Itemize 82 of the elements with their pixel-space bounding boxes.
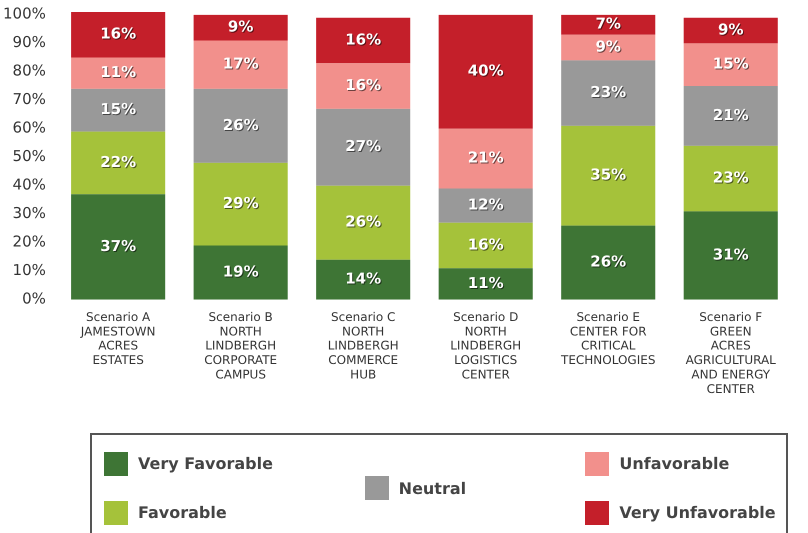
data-label: 27%: [345, 137, 382, 156]
bar: [71, 58, 166, 89]
bar: [438, 14, 533, 129]
data-label: 15%: [100, 100, 136, 118]
data-label: 14%: [345, 270, 382, 288]
legend-label: Favorable: [138, 503, 227, 522]
bar: [561, 60, 656, 126]
bar: [194, 88, 288, 163]
bar: [194, 245, 288, 300]
bar: [684, 43, 778, 86]
data-label: 35%: [590, 166, 626, 184]
y-tick-label: 0%: [22, 289, 46, 308]
x-tick-label: Scenario C NORTH LINDBERGH COMMERCE HUB: [328, 310, 399, 382]
x-tick-label: Scenario E CENTER FOR CRITICAL TECHNOLOGIES: [560, 310, 656, 368]
bar: [71, 88, 166, 132]
bar: [316, 260, 410, 300]
y-tick-label: 20%: [12, 232, 46, 251]
x-tick-label: Scenario B NORTH LINDBERGH CORPORATE CAMPUS: [204, 310, 278, 382]
y-tick-label: 10%: [12, 261, 46, 280]
data-label: 9%: [718, 20, 744, 38]
bar: [438, 128, 533, 189]
legend-label: Very Unfavorable: [619, 503, 776, 522]
bar: [194, 40, 288, 89]
x-tick-label: Scenario F GREEN ACRES AGRICULTURAL AND ENERGY CENTER: [686, 310, 776, 396]
y-tick-label: 70%: [12, 90, 46, 108]
bar: [438, 188, 533, 223]
bar: [438, 222, 533, 268]
x-tick-label: Scenario D NORTH LINDBERGH LOGISTICS CENTER: [450, 310, 522, 382]
data-label: 16%: [468, 235, 504, 254]
bar: [194, 162, 288, 246]
data-label: 21%: [712, 106, 749, 124]
legend-label: Unfavorable: [619, 454, 730, 473]
bar: [684, 86, 778, 146]
data-label: 26%: [222, 116, 259, 134]
y-tick-label: 30%: [12, 204, 46, 222]
bar: [316, 18, 410, 64]
bar: [316, 108, 410, 186]
data-label: 15%: [712, 54, 749, 73]
x-tick-label: Scenario A JAMESTOWN ACRES ESTATES: [80, 310, 156, 368]
data-label: 7%: [595, 14, 621, 33]
bar: [316, 186, 410, 260]
bar: [561, 14, 656, 35]
y-tick-label: 40%: [12, 176, 46, 194]
data-label: 16%: [345, 76, 382, 94]
data-label: 11%: [100, 63, 136, 82]
data-label: 16%: [345, 30, 382, 48]
data-label: 37%: [100, 236, 136, 255]
y-tick-label: 60%: [12, 118, 46, 137]
data-label: 11%: [468, 274, 504, 292]
legend-label: Neutral: [398, 478, 466, 498]
bar: [71, 12, 166, 58]
bar: [71, 194, 166, 300]
bar: [684, 211, 778, 300]
data-label: 16%: [100, 24, 136, 43]
bar: [71, 132, 166, 194]
y-tick-label: 80%: [12, 62, 46, 80]
y-tick-label: 50%: [12, 147, 46, 166]
bar: [684, 18, 778, 44]
bar: [684, 146, 778, 212]
data-label: 19%: [222, 262, 259, 280]
legend-label: Very Favorable: [138, 454, 273, 473]
data-label: 31%: [712, 245, 749, 264]
data-label: 21%: [468, 148, 504, 167]
bar: [316, 63, 410, 109]
data-label: 22%: [100, 152, 136, 171]
data-label: 23%: [712, 168, 749, 186]
data-label: 40%: [468, 62, 504, 80]
y-tick-label: 100%: [2, 4, 46, 23]
data-label: 17%: [222, 54, 259, 73]
bar: [561, 126, 656, 226]
data-label: 26%: [345, 212, 382, 231]
data-label: 26%: [590, 252, 626, 270]
data-label: 12%: [468, 196, 504, 214]
data-label: 29%: [222, 194, 259, 212]
bar: [194, 14, 288, 40]
data-label: 9%: [595, 37, 621, 56]
y-tick-label: 90%: [12, 33, 46, 52]
bar: [561, 34, 656, 60]
bar: [438, 268, 533, 300]
data-label: 9%: [228, 18, 254, 36]
data-label: 23%: [590, 83, 626, 102]
bar: [561, 226, 656, 300]
